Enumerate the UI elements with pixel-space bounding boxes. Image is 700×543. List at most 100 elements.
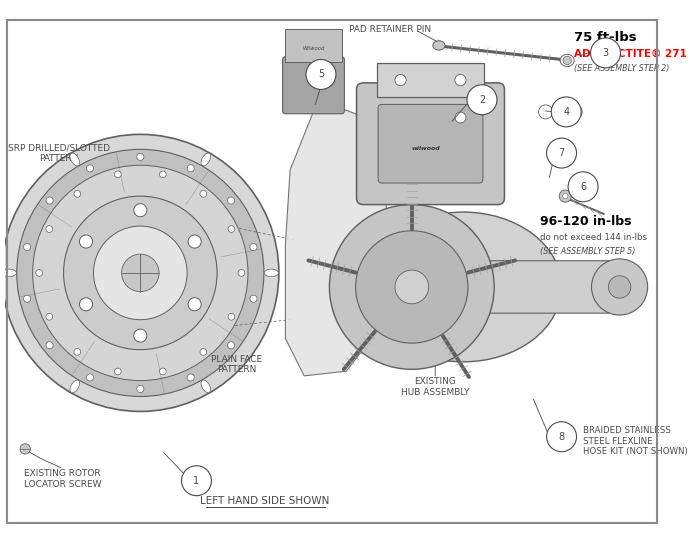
Circle shape: [559, 190, 571, 202]
Ellipse shape: [573, 106, 582, 118]
Circle shape: [563, 56, 571, 65]
Circle shape: [136, 386, 144, 393]
Circle shape: [188, 298, 201, 311]
FancyBboxPatch shape: [377, 63, 484, 97]
Circle shape: [122, 254, 159, 292]
Circle shape: [395, 74, 406, 86]
Circle shape: [591, 38, 620, 68]
Ellipse shape: [201, 153, 211, 166]
Ellipse shape: [433, 41, 445, 50]
Text: PAD RETAINER PIN: PAD RETAINER PIN: [349, 25, 431, 34]
Circle shape: [592, 259, 648, 315]
Circle shape: [306, 60, 336, 90]
Text: 8: 8: [559, 432, 565, 441]
Circle shape: [228, 342, 234, 349]
Circle shape: [187, 165, 194, 172]
Ellipse shape: [70, 153, 80, 166]
Circle shape: [115, 368, 121, 375]
Text: (SEE ASSEMBLY STEP 5): (SEE ASSEMBLY STEP 5): [540, 247, 636, 256]
Circle shape: [134, 204, 147, 217]
Circle shape: [330, 205, 494, 369]
Text: EXISTING ROTOR
LOCATOR SCREW: EXISTING ROTOR LOCATOR SCREW: [24, 469, 101, 489]
Circle shape: [188, 235, 201, 248]
Circle shape: [538, 105, 553, 119]
Ellipse shape: [201, 380, 211, 393]
Text: BRAIDED STAINLESS
STEEL FLEXLINE
HOSE KIT (NOT SHOWN): BRAIDED STAINLESS STEEL FLEXLINE HOSE KI…: [583, 426, 688, 456]
Circle shape: [46, 197, 53, 204]
Circle shape: [160, 368, 166, 375]
Circle shape: [46, 342, 53, 349]
Circle shape: [455, 112, 466, 123]
Circle shape: [134, 329, 147, 342]
Circle shape: [356, 231, 468, 343]
Circle shape: [46, 313, 52, 320]
Text: 6: 6: [580, 182, 586, 192]
Text: 96-120 in-lbs: 96-120 in-lbs: [540, 215, 631, 228]
Ellipse shape: [2, 269, 16, 276]
Circle shape: [250, 295, 257, 302]
Text: Wilwood: Wilwood: [302, 46, 325, 50]
FancyBboxPatch shape: [478, 261, 612, 313]
Circle shape: [200, 191, 206, 197]
Text: PLAIN FACE
PATTERN: PLAIN FACE PATTERN: [211, 355, 262, 374]
FancyBboxPatch shape: [356, 83, 505, 205]
Circle shape: [136, 153, 144, 160]
Text: 3: 3: [603, 48, 608, 58]
Circle shape: [86, 374, 94, 381]
Circle shape: [46, 226, 52, 232]
Circle shape: [20, 444, 30, 454]
Text: 75 ft-lbs: 75 ft-lbs: [574, 30, 636, 43]
FancyBboxPatch shape: [283, 56, 344, 114]
Circle shape: [228, 226, 235, 232]
Circle shape: [2, 134, 279, 412]
Text: 2: 2: [479, 94, 485, 105]
Circle shape: [86, 165, 94, 172]
Text: LEFT HAND SIDE SHOWN: LEFT HAND SIDE SHOWN: [200, 496, 330, 506]
Circle shape: [33, 165, 248, 381]
Text: 1: 1: [193, 476, 199, 485]
Circle shape: [250, 243, 257, 251]
Circle shape: [74, 191, 81, 197]
Circle shape: [74, 349, 81, 355]
FancyBboxPatch shape: [378, 104, 483, 183]
Text: 5: 5: [318, 70, 324, 79]
Circle shape: [228, 197, 234, 204]
Ellipse shape: [365, 212, 561, 362]
Circle shape: [547, 138, 577, 168]
Circle shape: [64, 196, 217, 350]
Polygon shape: [286, 100, 388, 376]
Ellipse shape: [70, 380, 80, 393]
Circle shape: [115, 171, 121, 178]
Circle shape: [455, 74, 466, 86]
Circle shape: [187, 374, 194, 381]
Circle shape: [563, 193, 568, 199]
Circle shape: [24, 295, 31, 302]
Circle shape: [200, 349, 206, 355]
Circle shape: [17, 149, 264, 396]
Text: ADD LOCTITE® 271: ADD LOCTITE® 271: [574, 49, 687, 59]
Circle shape: [547, 422, 577, 452]
Circle shape: [608, 276, 631, 298]
Circle shape: [238, 269, 245, 276]
Circle shape: [80, 235, 92, 248]
Text: EXISTING
HUB ASSEMBLY: EXISTING HUB ASSEMBLY: [401, 377, 470, 397]
Circle shape: [160, 171, 166, 178]
FancyBboxPatch shape: [286, 29, 342, 62]
Text: wilwood: wilwood: [412, 146, 440, 151]
Circle shape: [24, 243, 31, 251]
Text: SRP DRILLED/SLOTTED
PATTERN: SRP DRILLED/SLOTTED PATTERN: [8, 143, 110, 163]
Circle shape: [228, 313, 235, 320]
Circle shape: [467, 85, 497, 115]
Circle shape: [395, 270, 428, 304]
Ellipse shape: [560, 54, 574, 66]
Circle shape: [80, 298, 92, 311]
Circle shape: [94, 226, 187, 320]
Ellipse shape: [265, 269, 279, 276]
Text: do not exceed 144 in-lbs: do not exceed 144 in-lbs: [540, 233, 647, 242]
Text: (SEE ASSEMBLY STEP 2): (SEE ASSEMBLY STEP 2): [574, 64, 669, 73]
Circle shape: [568, 172, 598, 202]
Text: 7: 7: [559, 148, 565, 158]
Circle shape: [181, 466, 211, 496]
Circle shape: [36, 269, 43, 276]
Text: 4: 4: [564, 107, 569, 117]
